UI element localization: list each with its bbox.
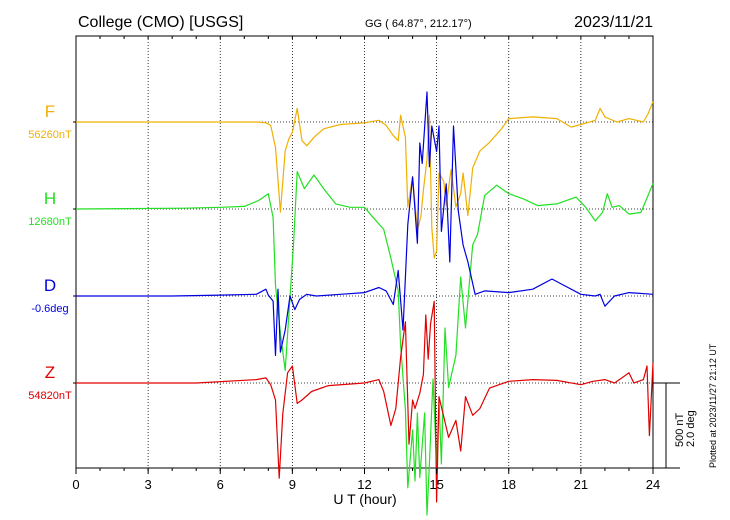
- series-baseline-label-f: 56260nT: [28, 129, 72, 141]
- x-tick-label: 12: [357, 477, 371, 492]
- scale-bar-deg-label: 2.0 deg: [685, 410, 697, 447]
- x-tick-label: 24: [646, 477, 660, 492]
- plotted-at-note: Plotted at 2023/11/27 21:12 UT: [708, 343, 718, 468]
- x-tick-label: 18: [502, 477, 516, 492]
- series-name-f: F: [45, 102, 55, 121]
- series-line-z: [76, 300, 654, 503]
- date-label: 2023/11/21: [574, 14, 653, 31]
- series-baseline-label-h: 12680nT: [28, 216, 72, 228]
- series-baseline-label-z: 54820nT: [28, 390, 72, 402]
- series-name-h: H: [44, 189, 56, 208]
- baselines: [73, 121, 653, 384]
- x-tick-label: 3: [145, 477, 152, 492]
- series-baseline-label-d: -0.6deg: [31, 303, 68, 315]
- series-name-z: Z: [45, 363, 55, 382]
- coordinates-label: GG ( 64.87°, 212.17°): [365, 18, 472, 30]
- series-line-h: [75, 171, 654, 516]
- series-name-d: D: [44, 276, 56, 295]
- series-labels: F 56260nT H 12680nT D -0.6deg Z 54820nT: [28, 102, 72, 402]
- x-tick-label: 0: [72, 477, 79, 492]
- x-axis: 0 3 6 9 12 15 18 21 24: [72, 36, 660, 492]
- series-lines: [75, 91, 654, 516]
- scale-bar: 500 nT 2.0 deg: [653, 382, 697, 469]
- x-tick-label: 21: [574, 477, 588, 492]
- x-tick-label: 9: [289, 477, 296, 492]
- x-tick-label: 15: [429, 477, 443, 492]
- series-line-d: [76, 91, 654, 357]
- x-axis-title: U T (hour): [333, 491, 396, 507]
- scale-bar-nt-label: 500 nT: [674, 412, 686, 447]
- series-line-f: [76, 101, 654, 259]
- x-tick-label: 6: [217, 477, 224, 492]
- grid: [147, 36, 582, 468]
- station-title: College (CMO) [USGS]: [78, 14, 243, 31]
